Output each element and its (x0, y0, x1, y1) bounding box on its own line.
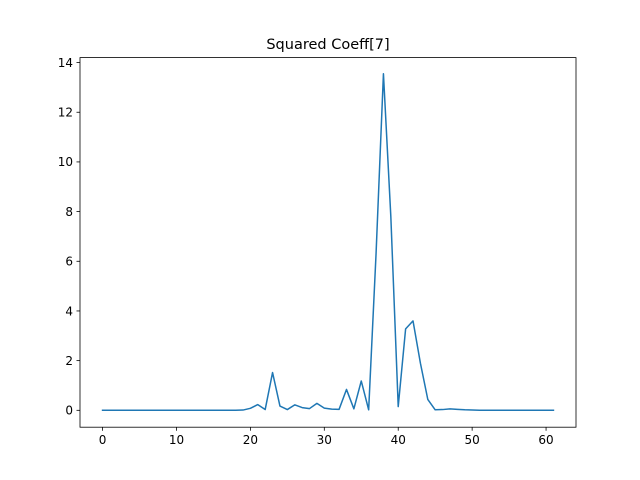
y-tick-label: 2 (65, 354, 73, 368)
x-tick-label: 50 (465, 433, 480, 447)
x-axis-ticks: 0 10 20 30 40 50 60 (99, 427, 554, 447)
x-tick-label: 0 (99, 433, 107, 447)
x-tick-label: 60 (538, 433, 553, 447)
plot-frame (79, 57, 577, 428)
x-tick-label: 20 (243, 433, 258, 447)
chart-title: Squared Coeff[7] (266, 37, 389, 53)
y-axis-ticks: 0 2 4 6 8 10 12 14 (58, 56, 80, 418)
y-tick-label: 8 (65, 205, 73, 219)
x-tick-label: 30 (317, 433, 332, 447)
y-tick-label: 14 (58, 56, 73, 70)
series-line-0 (101, 73, 555, 412)
y-tick-label: 6 (65, 255, 73, 269)
x-tick-label: 40 (391, 433, 406, 447)
y-tick-label: 4 (65, 304, 73, 318)
x-tick-label: 10 (169, 433, 184, 447)
plot-area (80, 57, 576, 428)
y-tick-label: 12 (58, 106, 73, 120)
y-tick-label: 10 (58, 155, 73, 169)
series-group (101, 73, 555, 412)
y-tick-label: 0 (65, 404, 73, 418)
